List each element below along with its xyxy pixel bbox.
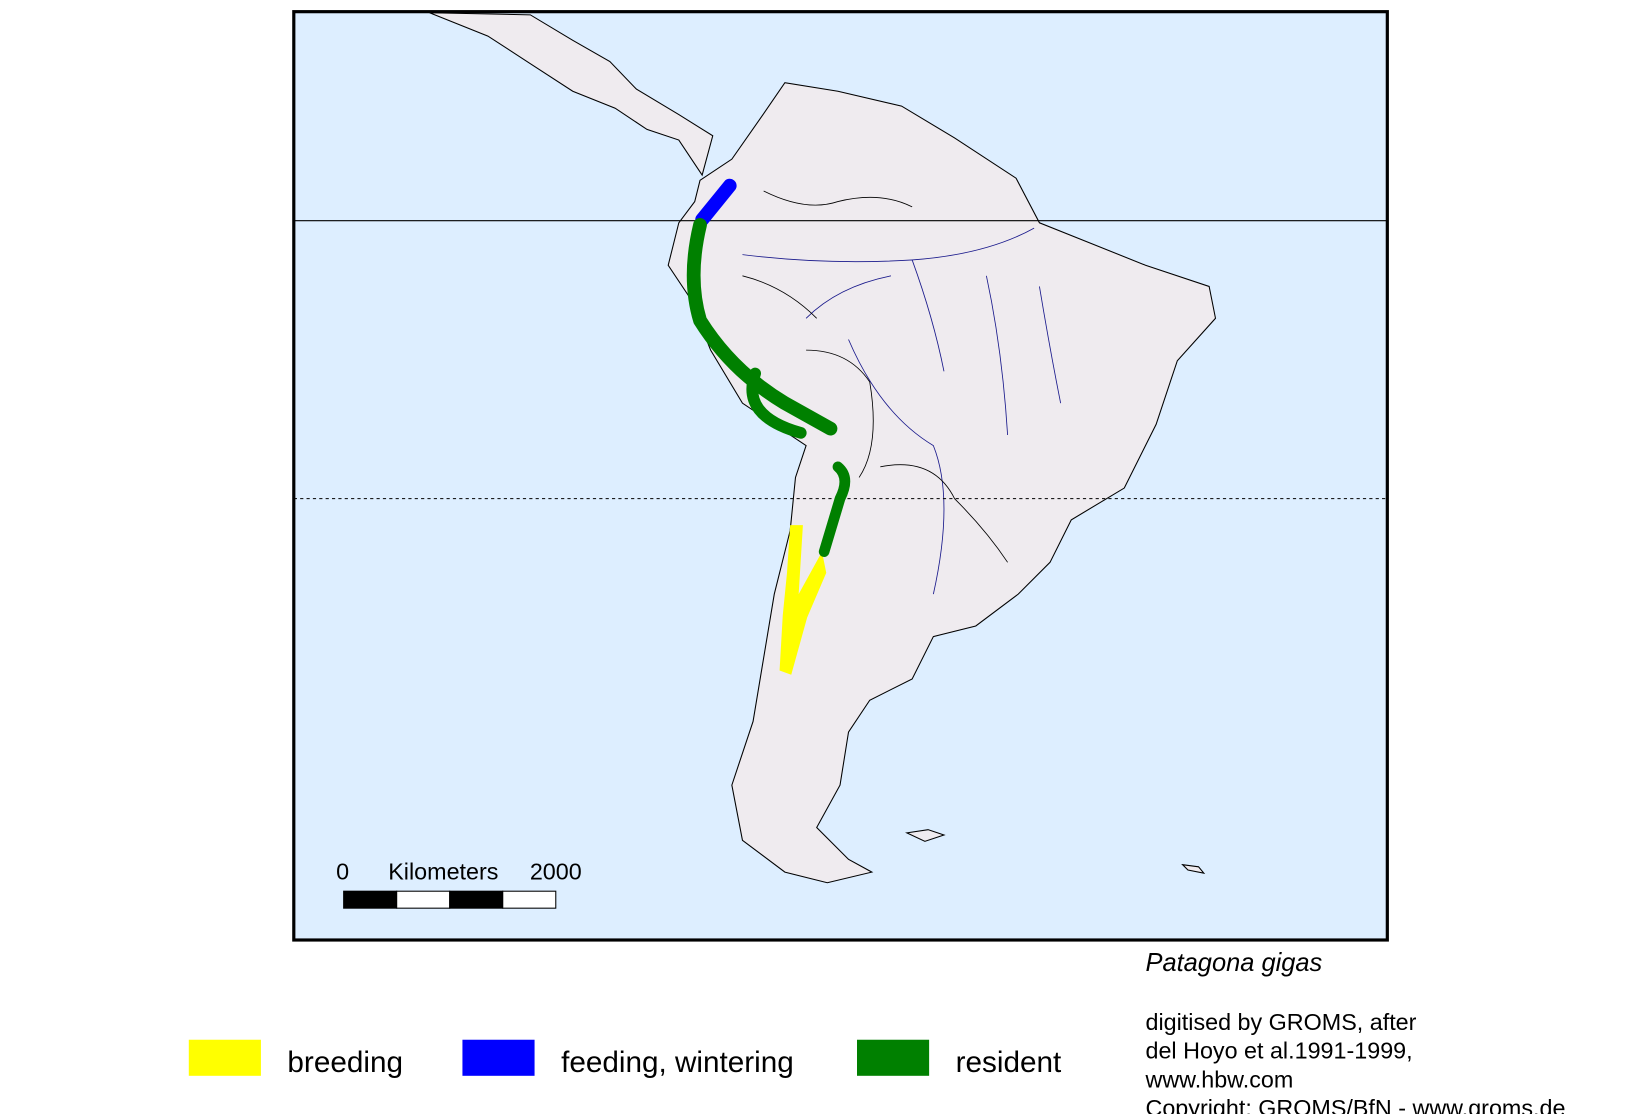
credit-line: Copyright: GROMS/BfN - www.groms.de bbox=[1145, 1095, 1565, 1114]
credit-line: www.hbw.com bbox=[1144, 1066, 1293, 1092]
legend-swatch bbox=[188, 1039, 261, 1076]
scale-bar bbox=[343, 890, 557, 909]
credits: digitised by GROMS, after del Hoyo et al.… bbox=[1144, 1009, 1565, 1114]
resident-range bbox=[818, 461, 851, 557]
legend-label: feeding, wintering bbox=[561, 1046, 794, 1079]
scale-end: 2000 bbox=[530, 858, 582, 884]
scale-segment bbox=[449, 890, 504, 909]
scale-unit: Kilometers bbox=[388, 858, 498, 884]
ranges bbox=[686, 178, 851, 675]
legend-swatch bbox=[462, 1039, 535, 1076]
rivers bbox=[742, 227, 1062, 595]
borders bbox=[742, 190, 1008, 563]
species-name: Patagona gigas bbox=[1145, 949, 1322, 977]
legend: breeding feeding, wintering resident bbox=[188, 1039, 1062, 1079]
central-america bbox=[429, 12, 714, 177]
credit-line: del Hoyo et al.1991-1999, bbox=[1145, 1038, 1412, 1064]
scale-segment bbox=[502, 890, 557, 909]
map-frame bbox=[292, 10, 1389, 942]
scale-start: 0 bbox=[336, 858, 349, 884]
credit-line: digitised by GROMS, after bbox=[1145, 1009, 1416, 1035]
islands bbox=[905, 829, 1206, 874]
resident-range bbox=[746, 367, 807, 439]
legend-label: breeding bbox=[287, 1046, 403, 1079]
scale-segment bbox=[343, 890, 398, 909]
south-america bbox=[667, 82, 1217, 884]
scale-segment bbox=[396, 890, 451, 909]
legend-swatch bbox=[857, 1039, 930, 1076]
resident-range bbox=[686, 218, 838, 436]
breeding-range bbox=[779, 525, 827, 675]
wintering-range bbox=[695, 178, 737, 227]
legend-label: resident bbox=[956, 1046, 1062, 1079]
